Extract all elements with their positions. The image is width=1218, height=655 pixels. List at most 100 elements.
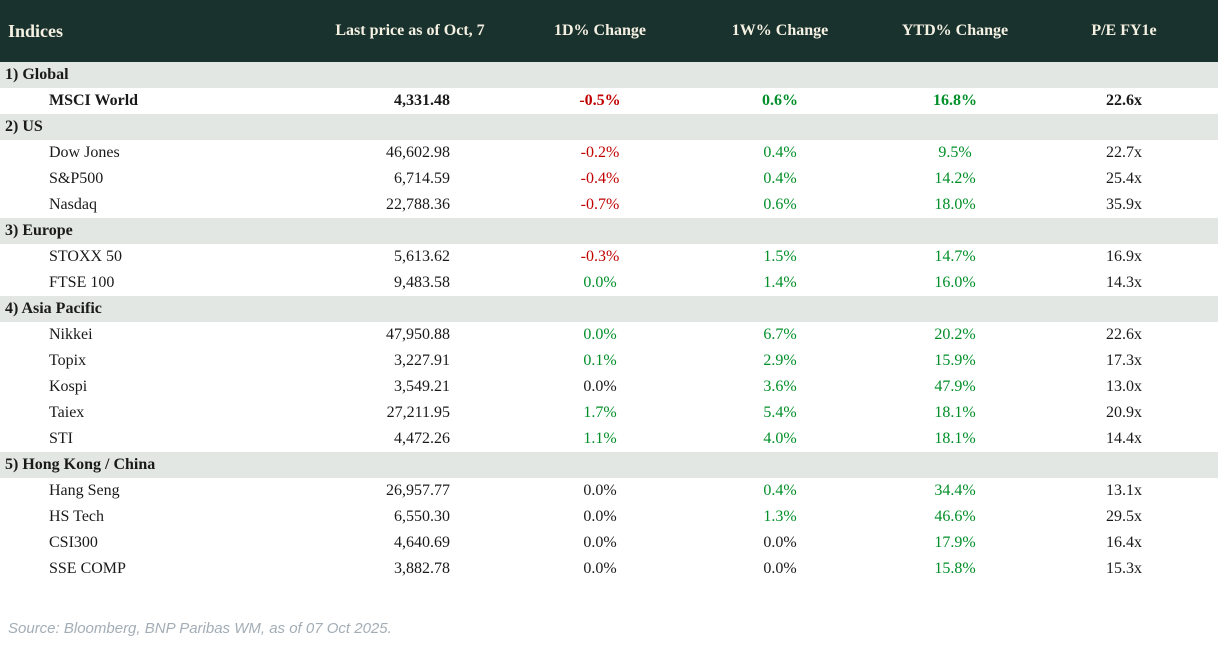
pe-cell: 14.4x [1106,430,1142,447]
ytd-change-cell: 18.1% [934,430,976,447]
ytd-change-cell: 15.8% [934,560,976,577]
1w-change-cell: 0.4% [763,170,797,187]
index-name-cell: S&P500 [49,170,104,187]
table-row: Topix 3,227.91 0.1% 2.9% 15.9% 17.3x [0,348,1218,374]
1w-change-cell: 0.0% [763,534,797,551]
pe-cell: 17.3x [1106,352,1142,369]
1w-change-cell: 6.7% [763,326,797,343]
1w-change-cell: 3.6% [763,378,797,395]
indices-table: Indices Last price as of Oct, 7 1D% Chan… [0,0,1218,582]
ytd-change-cell: 16.8% [933,92,977,109]
ytd-change-cell: 15.9% [934,352,976,369]
1w-change-cell: 0.4% [763,144,797,161]
1d-change-cell: 0.0% [583,560,617,577]
1w-change-cell: 5.4% [763,404,797,421]
index-name-cell: Nikkei [49,326,93,343]
ytd-change-cell: 14.2% [934,170,976,187]
index-name-cell: CSI300 [49,534,98,551]
section-row: 5) Hong Kong / China [0,452,1218,478]
last-price-cell: 6,714.59 [394,170,450,187]
last-price-cell: 4,331.48 [394,92,450,109]
1w-change-cell: 1.5% [763,248,797,265]
index-name-cell: Kospi [49,378,88,395]
pe-cell: 29.5x [1106,508,1142,525]
1w-change-cell: 1.3% [763,508,797,525]
1d-change-cell: -0.4% [580,170,620,187]
table-header-row: Indices Last price as of Oct, 7 1D% Chan… [0,0,1218,62]
ytd-change-cell: 47.9% [934,378,976,395]
index-name-cell: Taiex [49,404,85,421]
pe-cell: 35.9x [1106,196,1142,213]
index-name-cell: Nasdaq [49,196,97,213]
table-row: Nasdaq 22,788.36 -0.7% 0.6% 18.0% 35.9x [0,192,1218,218]
pe-cell: 25.4x [1106,170,1142,187]
ytd-change-cell: 9.5% [938,144,972,161]
section-row: 1) Global [0,62,1218,88]
index-name-cell: Topix [49,352,87,369]
index-name-cell: FTSE 100 [49,274,115,291]
table-row: HS Tech 6,550.30 0.0% 1.3% 46.6% 29.5x [0,504,1218,530]
1w-change-cell: 0.6% [763,196,797,213]
pe-cell: 22.7x [1106,144,1142,161]
pe-cell: 20.9x [1106,404,1142,421]
section-row: 3) Europe [0,218,1218,244]
last-price-cell: 27,211.95 [386,404,450,421]
pe-cell: 14.3x [1106,274,1142,291]
table-row: CSI300 4,640.69 0.0% 0.0% 17.9% 16.4x [0,530,1218,556]
column-header-ytd-change: YTD% Change [901,22,1009,39]
1d-change-cell: 0.0% [583,326,617,343]
1d-change-cell: 0.0% [583,378,617,395]
ytd-change-cell: 18.0% [934,196,976,213]
last-price-cell: 6,550.30 [394,508,450,525]
1d-change-cell: 0.0% [583,534,617,551]
column-header-pe-fy1e: P/E FY1e [1091,22,1157,39]
1d-change-cell: 0.0% [583,508,617,525]
table-row: Hang Seng 26,957.77 0.0% 0.4% 34.4% 13.1x [0,478,1218,504]
1d-change-cell: 0.0% [583,482,617,499]
table-row: SSE COMP 3,882.78 0.0% 0.0% 15.8% 15.3x [0,556,1218,582]
last-price-cell: 4,472.26 [394,430,450,447]
last-price-cell: 4,640.69 [394,534,450,551]
1d-change-cell: 1.7% [583,404,617,421]
1w-change-cell: 1.4% [763,274,797,291]
table-body: 1) Global MSCI World 4,331.48 -0.5% 0.6% 16.8… [0,62,1218,582]
pe-cell: 16.9x [1106,248,1142,265]
index-name-cell: MSCI World [49,92,139,109]
1d-change-cell: -0.3% [580,248,620,265]
1d-change-cell: -0.7% [580,196,620,213]
1w-change-cell: 4.0% [763,430,797,447]
1w-change-cell: 0.0% [763,560,797,577]
ytd-change-cell: 17.9% [934,534,976,551]
1w-change-cell: 0.6% [762,92,798,109]
column-header-1w-change: 1W% Change [731,22,829,39]
table-row: Nikkei 47,950.88 0.0% 6.7% 20.2% 22.6x [0,322,1218,348]
table-row: STOXX 50 5,613.62 -0.3% 1.5% 14.7% 16.9x [0,244,1218,270]
last-price-cell: 26,957.77 [386,482,450,499]
column-header-last-price: Last price as of Oct, 7 [335,22,485,39]
ytd-change-cell: 34.4% [934,482,976,499]
last-price-cell: 9,483.58 [394,274,450,291]
index-name-cell: STOXX 50 [49,248,123,265]
last-price-cell: 3,549.21 [394,378,450,395]
ytd-change-cell: 46.6% [934,508,976,525]
column-header-1d-change: 1D% Change [553,22,646,39]
last-price-cell: 47,950.88 [386,326,450,343]
1w-change-cell: 2.9% [763,352,797,369]
table-row: Taiex 27,211.95 1.7% 5.4% 18.1% 20.9x [0,400,1218,426]
table-row: Dow Jones 46,602.98 -0.2% 0.4% 9.5% 22.7x [0,140,1218,166]
index-name-cell: HS Tech [49,508,105,525]
section-row: 2) US [0,114,1218,140]
table-row: S&P500 6,714.59 -0.4% 0.4% 14.2% 25.4x [0,166,1218,192]
pe-cell: 15.3x [1106,560,1142,577]
index-name-cell: Dow Jones [49,144,120,161]
table-row: FTSE 100 9,483.58 0.0% 1.4% 16.0% 14.3x [0,270,1218,296]
table-row: STI 4,472.26 1.1% 4.0% 18.1% 14.4x [0,426,1218,452]
ytd-change-cell: 16.0% [934,274,976,291]
source-note: Source: Bloomberg, BNP Paribas WM, as of… [8,620,392,637]
pe-cell: 13.1x [1106,482,1142,499]
column-header-indices: Indices [8,20,64,41]
table-row: Kospi 3,549.21 0.0% 3.6% 47.9% 13.0x [0,374,1218,400]
section-row: 4) Asia Pacific [0,296,1218,322]
1d-change-cell: 1.1% [583,430,617,447]
ytd-change-cell: 18.1% [934,404,976,421]
